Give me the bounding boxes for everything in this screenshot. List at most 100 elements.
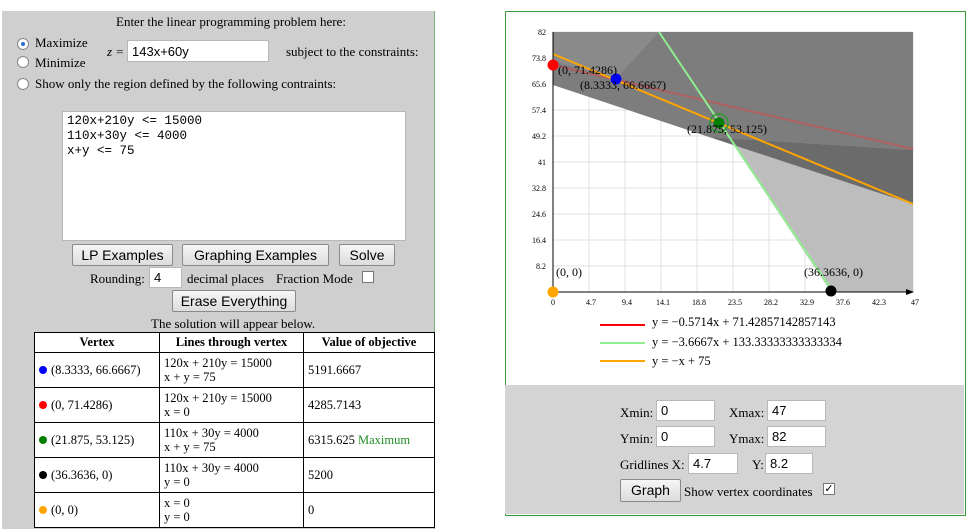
- vertex-label: (21.875, 53.125): [687, 122, 767, 136]
- x-tick-label: 42.3: [872, 298, 886, 307]
- objective-input[interactable]: [127, 40, 269, 62]
- y-tick-label: 73.8: [532, 54, 546, 63]
- y-tick-label: 24.6: [532, 210, 546, 219]
- line-eq: x + y = 75: [164, 440, 216, 454]
- y-tick-label: 16.4: [532, 236, 546, 245]
- vertex-black[interactable]: [825, 285, 837, 297]
- show-vertex-checkbox[interactable]: ✓: [823, 482, 835, 495]
- legend-entry: y = −3.6667x + 133.33333333333334: [652, 335, 843, 349]
- line-eq: x + y = 75: [164, 370, 216, 384]
- vertex-text: (8.3333, 66.6667): [51, 362, 141, 377]
- legend-entry: y = −0.5714x + 71.42857142857143: [652, 315, 836, 329]
- gridlines-x-input[interactable]: [688, 453, 738, 474]
- graphing-examples-button[interactable]: Graphing Examples: [182, 244, 329, 266]
- black-dot-icon: [39, 470, 47, 479]
- x-tick-label: 23.5: [728, 298, 742, 307]
- blue-dot-icon: [39, 365, 47, 374]
- vertex-red[interactable]: [547, 59, 559, 71]
- rounding-input[interactable]: [149, 267, 182, 288]
- xmin-label: Xmin:: [620, 405, 654, 420]
- graph-button[interactable]: Graph: [620, 479, 681, 502]
- show-region-radio[interactable]: [17, 78, 29, 90]
- vertex-cell: (21.875, 53.125): [34, 422, 160, 458]
- constraints-textarea[interactable]: 120x+210y <= 15000 110x+30y <= 4000 x+y …: [62, 111, 406, 241]
- y-tick-label: 49.2: [532, 132, 546, 141]
- lp-examples-button[interactable]: LP Examples: [72, 244, 173, 266]
- lines-cell: 110x + 30y = 4000 x + y = 75: [159, 422, 304, 458]
- value-text: 5200: [308, 467, 333, 482]
- lines-cell: 110x + 30y = 4000 y = 0: [159, 457, 304, 493]
- vertex-text: (21.875, 53.125): [51, 432, 135, 447]
- vertex-label: (0, 71.4286): [558, 63, 617, 77]
- vertex-orange[interactable]: [547, 286, 559, 298]
- vertex-green[interactable]: [713, 117, 725, 129]
- lines-cell: 120x + 210y = 15000 x + y = 75: [159, 352, 304, 388]
- erase-everything-button[interactable]: Erase Everything: [172, 290, 296, 312]
- gridlines-y-label: Y:: [752, 457, 764, 472]
- vertex-cell: (0, 71.4286): [34, 387, 160, 423]
- table-row: (36.3636, 0) 110x + 30y = 4000 y = 0 5200: [34, 457, 435, 493]
- x-tick-labels: 0 4.7 9.4 14.1 18.8 23.5 28.2 32.9 37.6 42.3 47: [551, 298, 919, 307]
- minimize-radio[interactable]: [17, 56, 29, 68]
- ymax-input[interactable]: [767, 426, 826, 447]
- gridlines-x-label: Gridlines X:: [620, 457, 685, 472]
- fraction-mode-label: Fraction Mode: [276, 271, 353, 286]
- table-row: (8.3333, 66.6667) 120x + 210y = 15000 x +…: [34, 352, 435, 388]
- vertex-cell: (36.3636, 0): [34, 457, 160, 493]
- value-text: 5191.6667: [308, 362, 362, 377]
- y-tick-label: 65.6: [532, 80, 546, 89]
- value-cell: 5191.6667: [303, 352, 435, 388]
- x-tick-label: 4.7: [586, 298, 596, 307]
- constraint-line-2: [658, 31, 834, 293]
- table-row: (21.875, 53.125) 110x + 30y = 4000 x + y …: [34, 422, 435, 458]
- line-eq: x = 0: [164, 405, 190, 419]
- vertex-text: (0, 0): [51, 502, 79, 517]
- y-tick-label: 8.2: [536, 262, 546, 271]
- line-eq: 120x + 210y = 15000: [164, 356, 272, 370]
- excluded-region-top: [553, 32, 659, 79]
- solution-note: The solution will appear below.: [151, 316, 316, 331]
- ymax-label: Ymax:: [729, 431, 765, 446]
- vertex-green-ring: [709, 113, 729, 133]
- y-tick-label: 41: [538, 158, 546, 167]
- solve-button[interactable]: Solve: [339, 244, 395, 266]
- x-tick-label: 9.4: [622, 298, 632, 307]
- rounding-label: Rounding:: [90, 271, 145, 286]
- line-eq: 110x + 30y = 4000: [164, 461, 259, 475]
- xmin-input[interactable]: [656, 400, 715, 421]
- y-tick-labels: 8.2 16.4 24.6 32.8 41 49.2 57.4 65.6 73.8 82: [532, 28, 546, 271]
- vertex-blue[interactable]: [610, 73, 622, 85]
- excluded-region-dark: [553, 32, 913, 150]
- line-eq: y = 0: [164, 475, 190, 489]
- gridlines-y-input[interactable]: [765, 453, 813, 474]
- ymin-input[interactable]: [656, 426, 715, 447]
- x-tick-label: 32.9: [800, 298, 814, 307]
- feasible-region-graph[interactable]: 0 4.7 9.4 14.1 18.8 23.5 28.2 32.9 37.6 42.3 47 8.…: [506, 12, 963, 384]
- line-eq: y = 0: [164, 510, 190, 524]
- excluded-region-overlap: [709, 137, 913, 204]
- value-text: 0: [308, 502, 315, 517]
- vertex-cell: (8.3333, 66.6667): [34, 352, 160, 388]
- x-tick-label: 37.6: [836, 298, 850, 307]
- value-cell: 6315.625 Maximum: [303, 422, 435, 458]
- fraction-mode-checkbox[interactable]: [362, 271, 374, 283]
- x-tick-label: 0: [551, 298, 555, 307]
- value-cell: 0: [303, 492, 435, 528]
- maximize-radio[interactable]: [17, 38, 29, 50]
- x-tick-label: 28.2: [764, 298, 778, 307]
- xmax-label: Xmax:: [729, 405, 765, 420]
- show-vertex-label: Show vertex coordinates: [684, 484, 813, 499]
- value-text: 4285.7143: [308, 397, 362, 412]
- table-header-row: Vertex Lines through vertex Value of obj…: [34, 332, 435, 353]
- xmax-input[interactable]: [767, 400, 826, 421]
- panel-heading: Enter the linear programming problem her…: [116, 14, 346, 29]
- red-dot-icon: [39, 400, 47, 409]
- ymin-label: Ymin:: [620, 431, 654, 446]
- line-eq: 120x + 210y = 15000: [164, 391, 272, 405]
- maximum-tag: Maximum: [358, 432, 411, 447]
- line-eq: 110x + 30y = 4000: [164, 426, 259, 440]
- show-region-label: Show only the region defined by the foll…: [35, 76, 337, 91]
- x-tick-label: 14.1: [656, 298, 670, 307]
